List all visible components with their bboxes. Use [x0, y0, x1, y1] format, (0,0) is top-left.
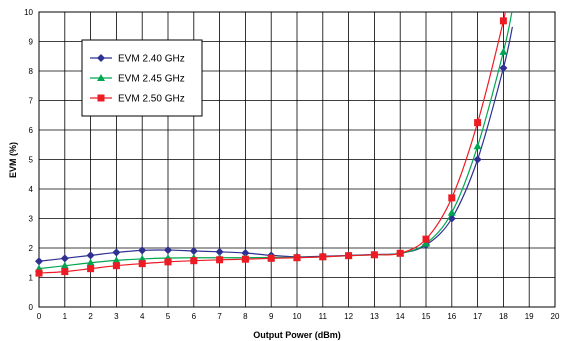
data-point	[448, 194, 456, 202]
data-point	[473, 142, 482, 150]
y-tick-label: 7	[29, 97, 34, 106]
x-tick-label: 17	[473, 312, 482, 321]
series-3	[35, 12, 507, 277]
x-tick-label: 18	[499, 312, 508, 321]
data-point	[447, 208, 456, 216]
legend-label: EVM 2.40 GHz	[118, 54, 185, 65]
y-tick-label: 8	[29, 67, 34, 76]
y-tick-label: 1	[29, 274, 34, 283]
x-tick-label: 6	[192, 312, 197, 321]
data-point	[422, 239, 430, 247]
data-point	[422, 235, 430, 243]
data-point	[473, 155, 482, 164]
x-tick-labels: 0 1 2 3 4 5 6 7 8 9 10 11 12 13 14 15 16 17 18 19 20	[37, 312, 560, 321]
x-tick-label: 10	[293, 312, 302, 321]
x-tick-label: 16	[447, 312, 456, 321]
data-point	[87, 265, 95, 273]
data-point	[112, 262, 120, 270]
data-point	[138, 246, 147, 255]
data-point	[86, 251, 95, 260]
data-point	[499, 64, 508, 73]
y-axis-title: EVM (%)	[8, 142, 18, 178]
data-point	[189, 246, 198, 255]
data-point	[112, 248, 121, 257]
x-tick-label: 5	[166, 312, 171, 321]
legend-swatch-marker	[97, 74, 105, 81]
y-tick-label: 0	[29, 303, 34, 312]
data-point	[345, 252, 353, 260]
x-tick-label: 9	[269, 312, 274, 321]
y-tick-label: 6	[29, 126, 34, 135]
data-point	[164, 246, 172, 255]
data-point	[241, 249, 250, 258]
x-tick-label: 12	[344, 312, 353, 321]
y-tick-label: 3	[29, 215, 34, 224]
legend-swatch-marker	[97, 54, 105, 62]
x-tick-label: 2	[88, 312, 93, 321]
x-tick-label: 3	[114, 312, 119, 321]
y-tick-labels: 0 1 2 3 4 5 6 7 8 9 10	[24, 8, 33, 312]
data-point	[396, 249, 404, 257]
x-tick-label: 8	[243, 312, 248, 321]
data-point	[215, 247, 224, 256]
legend-label: EVM 2.50 GHz	[118, 94, 185, 105]
data-point	[60, 261, 69, 269]
data-point	[86, 258, 95, 266]
data-point	[474, 119, 482, 127]
data-point	[61, 268, 69, 276]
y-tick-label: 4	[29, 185, 34, 194]
x-tick-label: 19	[525, 312, 534, 321]
data-point	[267, 254, 275, 262]
x-tick-label: 11	[319, 312, 328, 321]
data-point	[112, 256, 121, 264]
series-group	[35, 12, 514, 277]
x-tick-label: 13	[370, 312, 379, 321]
legend-label: EVM 2.45 GHz	[118, 74, 185, 85]
series-line	[39, 12, 507, 274]
data-point	[499, 17, 507, 25]
data-point	[216, 256, 224, 264]
data-point	[293, 254, 301, 262]
x-axis-title: Output Power (dBm)	[253, 330, 341, 340]
data-point	[241, 255, 249, 263]
x-tick-label: 15	[422, 312, 431, 321]
y-tick-label: 9	[29, 38, 34, 47]
data-point	[370, 251, 378, 259]
x-tick-label: 20	[551, 312, 560, 321]
legend: EVM 2.40 GHz EVM 2.45 GHz EVM 2.50 GHz	[81, 39, 203, 117]
y-tick-label: 10	[24, 8, 33, 17]
x-tick-label: 0	[37, 312, 42, 321]
data-point	[164, 258, 172, 266]
data-point	[190, 257, 198, 265]
y-tick-label: 2	[29, 244, 34, 253]
y-tick-label: 5	[29, 156, 34, 165]
data-point	[35, 269, 43, 277]
x-tick-label: 14	[396, 312, 405, 321]
data-point	[138, 260, 146, 268]
data-point	[60, 254, 69, 263]
x-tick-label: 1	[63, 312, 68, 321]
x-tick-label: 7	[217, 312, 222, 321]
data-point	[499, 47, 508, 55]
x-tick-label: 4	[140, 312, 145, 321]
data-point	[35, 257, 43, 266]
data-point	[319, 253, 327, 261]
legend-swatch-marker	[97, 94, 105, 102]
